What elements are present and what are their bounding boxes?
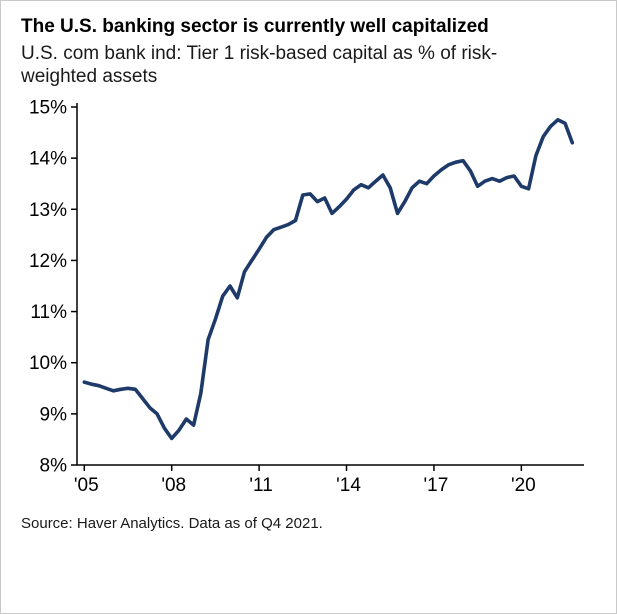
chart-svg: 8% 9% 10% 11% 12% 13% 14% 15% '05 '08 '11 '14 '17 '20 [29,97,584,496]
y-tick-label: 9% [40,404,68,425]
y-tick-label: 13% [29,199,67,220]
y-tick-label: 12% [29,250,67,271]
x-tick-label: '14 [336,475,361,496]
y-tick-label: 15% [29,97,67,118]
x-tick-label: '11 [249,475,272,496]
x-tick-label: '17 [424,475,449,496]
y-tick-label: 10% [29,353,67,374]
x-tick-label: '20 [511,475,536,496]
chart-subtitle: U.S. com bank ind: Tier 1 risk-based cap… [21,43,498,88]
x-tick-label: '05 [74,475,99,496]
x-tick-label: '08 [161,475,186,496]
source-note: Source: Haver Analytics. Data as of Q4 2… [21,514,323,532]
line-chart: 8% 9% 10% 11% 12% 13% 14% 15% '05 '08 '11 '14 '17 '20 [21,95,598,507]
y-tick-label: 14% [29,148,67,169]
y-tick-label: 11% [30,302,67,323]
chart-title: The U.S. banking sector is currently wel… [21,16,489,37]
y-tick-label: 8% [40,455,68,476]
data-line-tier1-capital [82,117,575,440]
